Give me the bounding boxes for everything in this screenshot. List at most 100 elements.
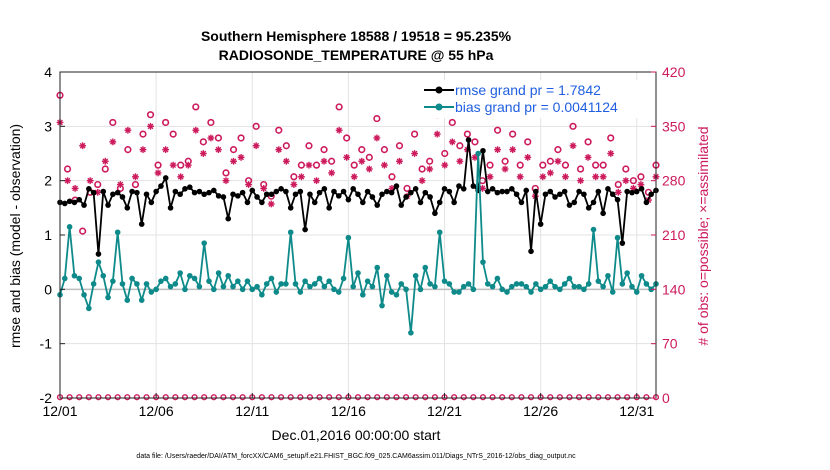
possible-obs-marker bbox=[395, 142, 404, 150]
assimilated-marker-stroke bbox=[177, 173, 184, 180]
assimilated-marker-stroke bbox=[125, 127, 131, 134]
bottom-count-marker bbox=[643, 394, 650, 401]
rmse-point bbox=[321, 186, 328, 192]
assimilated-marker-stroke bbox=[358, 158, 365, 165]
rmse-point bbox=[513, 191, 520, 198]
y2-axis-ticks: 0 70 140 210 280 350 420 bbox=[651, 64, 686, 406]
bias-point bbox=[278, 281, 284, 287]
bias-point bbox=[211, 286, 217, 293]
rmse-point bbox=[547, 188, 554, 195]
bottom-count-marker bbox=[268, 394, 275, 401]
rmse-point bbox=[239, 189, 246, 196]
rmse-point bbox=[335, 193, 342, 199]
rmse-point bbox=[523, 187, 530, 194]
assimilated-obs-marker bbox=[169, 161, 177, 169]
bias-point bbox=[643, 281, 650, 287]
possible-obs-marker bbox=[614, 180, 622, 189]
rmse-point bbox=[263, 191, 270, 198]
assimilated-obs-marker bbox=[290, 181, 298, 188]
assimilated-marker-stroke bbox=[200, 150, 207, 157]
bias-point bbox=[326, 278, 332, 284]
bias-point bbox=[533, 281, 539, 287]
bias-point bbox=[316, 275, 323, 282]
rmse-point bbox=[307, 191, 313, 198]
bias-point bbox=[172, 281, 179, 287]
rmse-point bbox=[638, 186, 645, 192]
possible-obs-marker bbox=[162, 118, 170, 127]
rmse-point bbox=[302, 226, 308, 233]
rmse-point bbox=[86, 186, 92, 192]
x-tick-label: 12/06 bbox=[139, 403, 174, 419]
x-tick-label: 12/16 bbox=[331, 403, 366, 419]
bottom-count-marker bbox=[422, 394, 429, 401]
rmse-point bbox=[129, 188, 135, 195]
assimilated-marker-stroke bbox=[290, 181, 297, 188]
bias-point bbox=[302, 278, 308, 284]
possible-obs-marker bbox=[275, 126, 283, 134]
rmse-point bbox=[220, 194, 227, 200]
rmse-point bbox=[460, 186, 467, 192]
bottom-count-marker bbox=[306, 394, 314, 401]
assimilated-obs-marker bbox=[313, 177, 320, 185]
bias-point bbox=[263, 281, 270, 287]
bottom-count-marker bbox=[191, 394, 198, 401]
assimilated-obs-marker bbox=[116, 181, 124, 188]
assimilated-marker-stroke bbox=[426, 166, 433, 172]
assimilated-marker-stroke bbox=[547, 170, 554, 176]
rmse-point bbox=[542, 191, 549, 198]
possible-obs-marker bbox=[214, 134, 223, 142]
y2-tick-label: 210 bbox=[662, 227, 686, 243]
rmse-point bbox=[629, 189, 635, 196]
assimilated-obs-marker bbox=[433, 130, 441, 138]
assimilated-obs-marker bbox=[184, 161, 192, 169]
rmse-point bbox=[398, 202, 405, 208]
possible-obs-marker bbox=[365, 153, 373, 161]
possible-obs-marker bbox=[79, 227, 87, 235]
possible-obs-marker bbox=[448, 118, 456, 127]
possible-obs-marker bbox=[192, 103, 200, 111]
assimilated-obs-marker bbox=[139, 146, 147, 154]
possible-obs-marker bbox=[584, 138, 592, 146]
bottom-count-marker bbox=[258, 394, 265, 401]
bias-point bbox=[119, 281, 126, 287]
rmse-point bbox=[191, 189, 198, 196]
x-axis-label: Dec.01,2016 00:00:00 start bbox=[272, 427, 441, 443]
x-axis-ticks: 12/01 12/06 12/11 12/16 12/21 12/26 12/31 bbox=[42, 393, 654, 419]
assimilated-marker-stroke bbox=[79, 142, 86, 149]
bias-point bbox=[470, 286, 477, 293]
bottom-count-marker bbox=[229, 394, 237, 401]
assimilated-obs-marker bbox=[554, 157, 562, 165]
possible-obs-marker bbox=[312, 161, 321, 169]
bias-point bbox=[561, 281, 568, 287]
rmse-point bbox=[105, 202, 111, 208]
possible-obs-marker bbox=[146, 111, 155, 119]
assimilated-marker-stroke bbox=[343, 154, 350, 161]
grid-lines bbox=[59, 71, 656, 399]
assimilated-obs-marker bbox=[305, 161, 313, 169]
bias-point bbox=[124, 297, 131, 304]
assimilated-marker-stroke bbox=[539, 173, 546, 180]
assimilated-marker-stroke bbox=[494, 146, 501, 153]
rmse-point bbox=[268, 191, 275, 198]
assimilated-obs-marker bbox=[614, 188, 622, 196]
rmse-point bbox=[283, 188, 289, 195]
assimilated-obs-marker bbox=[215, 146, 222, 154]
chart-title-block: Southern Hemisphere 18588 / 19518 = 95.2… bbox=[201, 28, 512, 63]
bias-point bbox=[331, 286, 337, 293]
assimilated-obs-marker bbox=[101, 157, 109, 165]
bias-point bbox=[619, 281, 626, 287]
bias-point bbox=[590, 226, 597, 233]
bias-point bbox=[153, 286, 159, 293]
bias-point bbox=[134, 281, 140, 287]
possible-obs-marker bbox=[154, 161, 162, 169]
legend-bias-marker bbox=[435, 103, 443, 111]
assimilated-marker-stroke bbox=[396, 158, 403, 165]
y-tick-label: 4 bbox=[44, 64, 52, 80]
rmse-point bbox=[340, 188, 347, 195]
possible-obs-marker bbox=[509, 130, 517, 138]
assimilated-marker-stroke bbox=[419, 177, 426, 184]
assimilated-marker-stroke bbox=[622, 177, 629, 184]
assimilated-obs-marker bbox=[71, 185, 79, 192]
possible-obs-marker bbox=[207, 118, 215, 127]
bottom-count-marker bbox=[335, 394, 342, 401]
